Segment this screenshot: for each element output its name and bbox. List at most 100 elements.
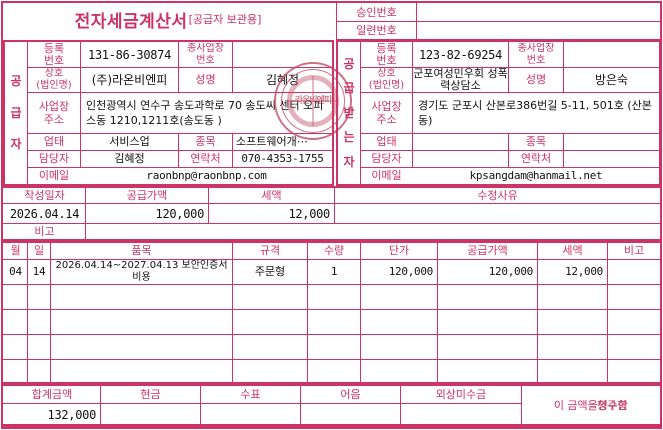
summary-reason-value[interactable] (335, 204, 660, 223)
divider (178, 133, 179, 167)
divider (232, 133, 233, 167)
divider (80, 42, 81, 167)
buyer-rep-name[interactable]: 방은숙 (594, 73, 629, 87)
promissory-note-value[interactable] (301, 404, 400, 425)
serial-no-label: 일련번호 (356, 23, 397, 37)
supplier-rep-name[interactable]: 김혜정 (265, 73, 300, 87)
table-row[interactable] (4, 335, 27, 359)
supplier-contact-label: 연락처 (190, 152, 221, 165)
buyer-contact-value[interactable] (564, 151, 659, 167)
divider (360, 150, 659, 151)
items-col-note: 비고 (623, 244, 645, 257)
divider (607, 242, 608, 383)
totals-band (3, 384, 661, 427)
title-sub-text: [공급자 보관용] (188, 13, 262, 26)
buyer-manager-label: 담당자 (371, 152, 402, 165)
supplier-biz-item-value[interactable]: 소프트웨어개⋯ (236, 135, 308, 148)
table-row[interactable] (4, 360, 27, 383)
buyer-company-name[interactable]: 군포여성민우회 성폭력상담소 (413, 68, 508, 92)
supplier-sub-biz-no-value[interactable] (233, 43, 332, 67)
serial-no-value[interactable] (417, 22, 660, 39)
buyer-biz-type-value[interactable] (413, 134, 508, 150)
supplier-company-label: 상호 (법인명) (36, 68, 72, 91)
divider (521, 385, 522, 426)
summary-tax-value[interactable]: 12,000 (288, 206, 330, 221)
table-row[interactable]: 120,000 (388, 265, 434, 278)
buyer-side-label-c4: 는 (343, 130, 355, 144)
buyer-biz-type-label: 업태 (376, 135, 397, 148)
supplier-sub-biz-no-label: 종사업장 번호 (187, 43, 224, 66)
buyer-reg-no-label: 등록 번호 (376, 43, 397, 67)
summary-note-value[interactable] (86, 224, 660, 240)
buyer-side-label-c3: 받 (343, 105, 355, 120)
items-col-tax: 세액 (562, 244, 583, 257)
check-value[interactable] (201, 404, 300, 425)
divider (208, 187, 209, 223)
supplier-reg-no-value[interactable]: 131-86-30874 (87, 48, 172, 62)
buyer-manager-value[interactable] (413, 151, 508, 167)
buyer-side-label-c2: 급 (343, 81, 355, 95)
divider (416, 3, 417, 40)
approval-no-value[interactable] (417, 4, 660, 21)
divider (437, 242, 438, 383)
supplier-company-name[interactable]: (주)라온비엔피 (91, 73, 168, 87)
buyer-reg-no-value[interactable]: 123-82-69254 (418, 48, 503, 62)
supplier-block (3, 40, 334, 186)
supplier-side-label: 공 급 자 (5, 42, 27, 184)
divider (360, 42, 361, 184)
items-table (3, 241, 661, 384)
supplier-side-label-c1: 공 (10, 73, 22, 88)
check-label: 수표 (240, 387, 261, 401)
summary-note-label: 비고 (34, 225, 55, 238)
receipt-statement: 이 금액을 영수함 청구함 (522, 385, 660, 426)
cash-value[interactable] (101, 404, 200, 425)
supplier-side-label-c3: 자 (10, 137, 22, 152)
credit-value[interactable] (401, 404, 521, 425)
supplier-manager-value[interactable]: 김혜정 (114, 152, 145, 165)
buyer-sub-biz-no-value[interactable] (564, 43, 659, 67)
divider (307, 242, 308, 383)
buyer-block (336, 40, 661, 186)
credit-label: 외상미수금 (435, 387, 487, 401)
table-row[interactable] (608, 260, 660, 284)
summary-date-value[interactable]: 2026.04.14 (9, 206, 80, 221)
supplier-biz-type-value[interactable]: 서비스업 (109, 135, 150, 148)
table-row[interactable] (51, 310, 232, 334)
receipt-prefix: 이 금액을 (553, 398, 598, 412)
divider (360, 242, 361, 383)
table-row[interactable] (51, 285, 232, 309)
buyer-contact-label: 연락처 (520, 152, 552, 165)
summary-supply-value[interactable]: 120,000 (155, 206, 205, 221)
table-row[interactable]: 2026.04.14~2027.04.13 보안인증서 비용 (55, 260, 228, 283)
cash-label: 현금 (140, 387, 161, 401)
table-row[interactable] (51, 335, 232, 359)
table-row[interactable]: 1 (330, 265, 338, 278)
items-col-qty: 수량 (323, 244, 345, 257)
total-amount-label: 합계금액 (31, 387, 73, 401)
table-row[interactable]: 04 (9, 265, 22, 278)
table-row[interactable]: 주문형 (254, 265, 286, 278)
supplier-email-value[interactable]: raonbnp@raonbnp.com (146, 169, 267, 182)
table-row[interactable] (51, 360, 232, 383)
supplier-manager-label: 담당자 (38, 152, 70, 165)
table-row[interactable]: 14 (32, 265, 46, 278)
supplier-reg-no-label: 등록 번호 (43, 43, 65, 67)
divider (334, 187, 335, 223)
items-col-day: 일 (33, 244, 45, 257)
table-row[interactable] (4, 285, 27, 309)
buyer-email-value[interactable]: kpsangdam@hanmail.net (469, 169, 603, 182)
supplier-contact-value[interactable]: 070-4353-1755 (241, 152, 324, 165)
table-row[interactable]: 12,000 (565, 265, 603, 278)
supplier-side-label-c2: 급 (10, 105, 22, 120)
divider (508, 133, 509, 167)
table-row[interactable] (4, 310, 27, 334)
supplier-rep-label: 성명 (195, 73, 216, 86)
buyer-email-label: 이메일 (371, 169, 402, 182)
divider (100, 385, 101, 426)
total-amount-value[interactable]: 132,000 (47, 407, 97, 422)
supplier-address-value[interactable]: 인천광역시 연수구 송도과학로 70 송도씨 센터 오피스동 1210,1211… (86, 99, 324, 127)
table-row[interactable]: 120,000 (488, 265, 534, 278)
buyer-biz-item-value[interactable] (564, 134, 659, 150)
buyer-address-value[interactable]: 경기도 군포시 산본로386번길 5-11, 501호 (산본동) (418, 99, 652, 127)
divider (360, 167, 659, 168)
